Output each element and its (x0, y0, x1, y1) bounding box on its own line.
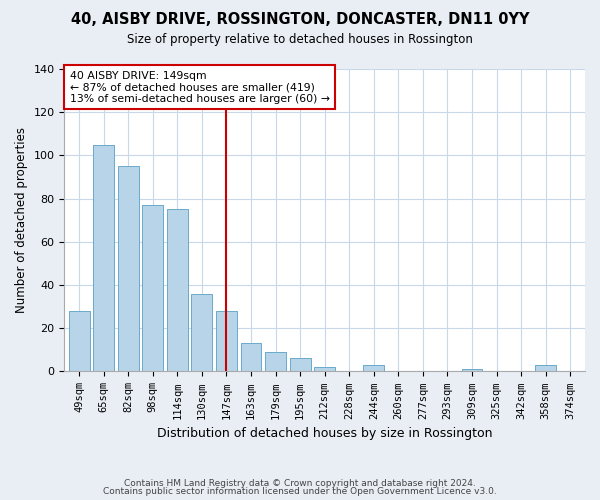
Bar (118, 166, 139, 372)
Text: 40, AISBY DRIVE, ROSSINGTON, DONCASTER, DN11 0YY: 40, AISBY DRIVE, ROSSINGTON, DONCASTER, … (71, 12, 529, 28)
Bar (216, 311, 237, 372)
Bar (69, 311, 89, 372)
Text: Contains HM Land Registry data © Crown copyright and database right 2024.: Contains HM Land Registry data © Crown c… (124, 478, 476, 488)
Bar (241, 344, 262, 371)
Bar (314, 367, 335, 372)
Text: Size of property relative to detached houses in Rossington: Size of property relative to detached ho… (127, 32, 473, 46)
Text: Contains public sector information licensed under the Open Government Licence v3: Contains public sector information licen… (103, 487, 497, 496)
Bar (167, 210, 188, 372)
Bar (265, 352, 286, 372)
Bar (461, 370, 482, 372)
Bar (93, 144, 114, 372)
Bar (191, 294, 212, 372)
Bar (142, 205, 163, 372)
Y-axis label: Number of detached properties: Number of detached properties (15, 127, 28, 313)
Bar (535, 365, 556, 372)
Bar (364, 365, 384, 372)
X-axis label: Distribution of detached houses by size in Rossington: Distribution of detached houses by size … (157, 427, 493, 440)
Text: 40 AISBY DRIVE: 149sqm
← 87% of detached houses are smaller (419)
13% of semi-de: 40 AISBY DRIVE: 149sqm ← 87% of detached… (70, 70, 329, 104)
Bar (290, 358, 311, 372)
